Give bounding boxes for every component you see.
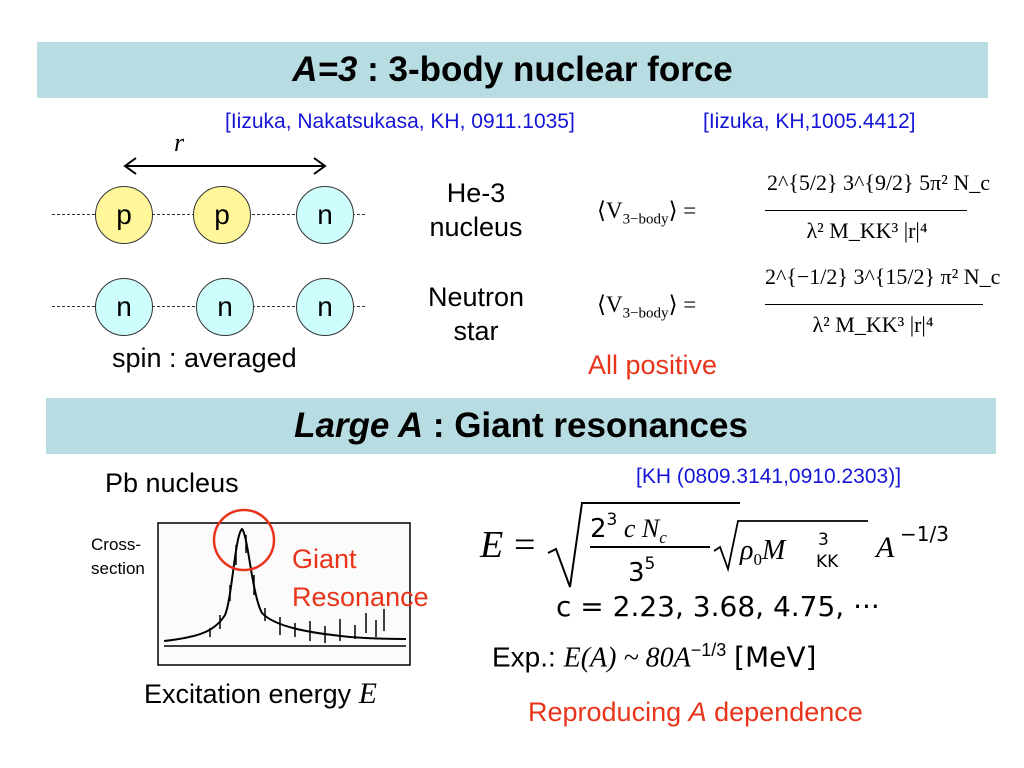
resonance-plot [157, 508, 411, 666]
formula-ns-lhs: ⟨V3−body⟩ = [597, 292, 696, 323]
reference-2: [Iizuka, KH,1005.4412] [703, 110, 916, 133]
ns-line-2: star [453, 316, 499, 346]
repro-text-a: Reproducing [528, 697, 689, 727]
title-2-italic: Large A [294, 406, 424, 445]
formula-he3-lhs: ⟨V3−body⟩ = [597, 198, 696, 229]
cross-line-2: section [91, 559, 145, 578]
exp-unit: [MeV] [734, 640, 817, 674]
excitation-e-symbol: E [358, 677, 377, 710]
title-2-rest: : Giant resonances [423, 406, 748, 445]
excitation-text: Excitation energy [144, 679, 352, 709]
neutron-4: n [296, 278, 354, 336]
exp-formula: E(A) ~ 80A [563, 642, 691, 674]
title-banner-1: A=3 : 3-body nuclear force [37, 42, 988, 98]
repro-text-c: dependence [706, 697, 863, 727]
distance-arrow [123, 157, 327, 175]
reference-3: [KH (0809.3141,0910.2303)] [636, 465, 902, 488]
formula-he3-eq: ⟩ = [668, 198, 697, 223]
formula-he3-den: λ² M_KK³ |r|⁴ [806, 218, 928, 243]
svg-text:A: A [874, 531, 895, 564]
formula-ns-sub: 3−body [622, 305, 669, 322]
c-values-text: c = 2.23, 3.68, 4.75, ··· [556, 590, 880, 623]
svg-text:3: 3 [818, 530, 829, 550]
formula-he3-bar [765, 210, 967, 211]
energy-formula: E = 23 c Nc 35 ρ0M 3 KK A −1/3 [479, 502, 949, 588]
cross-section-label: Cross- section [91, 533, 145, 581]
pb-nucleus-label: Pb nucleus [105, 468, 239, 498]
formula-ns-den: λ² M_KK³ |r|⁴ [812, 312, 934, 337]
title-1-italic: A=3 [292, 50, 358, 89]
giant-line-2: Resonance [292, 582, 429, 612]
repro-text-a-symbol: A [688, 697, 707, 727]
formula-ns-bar [765, 304, 983, 305]
he3-line-2: nucleus [429, 212, 523, 242]
svg-text:23 c Nc: 23 c Nc [590, 510, 667, 547]
formula-ns-bracket: ⟨V [597, 292, 623, 317]
title-1-rest: : 3-body nuclear force [357, 50, 733, 89]
neutron-star-label: Neutron star [405, 280, 547, 348]
exp-power: −1/3 [690, 640, 727, 660]
formula-he3: ⟨V3−body⟩ = 2^{5/2} 3^{9/2} 5π² N_c λ² M… [597, 168, 997, 258]
ns-line-1: Neutron [427, 282, 525, 312]
neutron-1: n [296, 186, 354, 244]
exp-label: Exp.: [492, 641, 556, 673]
formula-he3-sub: 3−body [622, 211, 669, 228]
c-values: c = 2.23, 3.68, 4.75, ··· [556, 590, 880, 623]
giant-line-1: Giant [292, 544, 357, 574]
spin-label: spin : averaged [112, 343, 297, 373]
title-banner-2: Large A : Giant resonances [46, 398, 996, 454]
formula-ns: ⟨V3−body⟩ = 2^{−1/2} 3^{15/2} π² N_c λ² … [597, 262, 1001, 352]
svg-text:=: = [514, 524, 535, 566]
proton-1: p [95, 186, 153, 244]
svg-text:35: 35 [628, 554, 655, 588]
he3-line-1: He-3 [446, 178, 506, 208]
formula-he3-num: 2^{5/2} 3^{9/2} 5π² N_c [767, 170, 990, 195]
distance-r-label: r [174, 128, 185, 157]
formula-ns-num: 2^{−1/2} 3^{15/2} π² N_c [765, 264, 1001, 289]
cross-line-1: Cross- [91, 535, 142, 554]
reference-1: [Iizuka, Nakatsukasa, KH, 0911.1035] [225, 110, 575, 133]
formula-ns-eq: ⟩ = [668, 292, 697, 317]
formula-he3-bracket: ⟨V [597, 198, 623, 223]
svg-text:−1/3: −1/3 [900, 522, 949, 546]
he3-label: He-3 nucleus [408, 176, 544, 244]
neutron-3: n [196, 278, 254, 336]
exp-line: Exp.: E(A) ~ 80A−1/3 [MeV] [492, 640, 816, 674]
neutron-2: n [95, 278, 153, 336]
excitation-energy-label: Excitation energy E [144, 677, 377, 711]
svg-text:ρ0M: ρ0M [739, 535, 787, 569]
giant-resonance-label: Giant Resonance [292, 540, 429, 616]
reproducing-label: Reproducing A dependence [528, 697, 863, 728]
proton-2: p [193, 186, 251, 244]
all-positive-label: All positive [588, 350, 718, 380]
svg-text:KK: KK [816, 552, 839, 572]
svg-text:E: E [479, 524, 503, 566]
